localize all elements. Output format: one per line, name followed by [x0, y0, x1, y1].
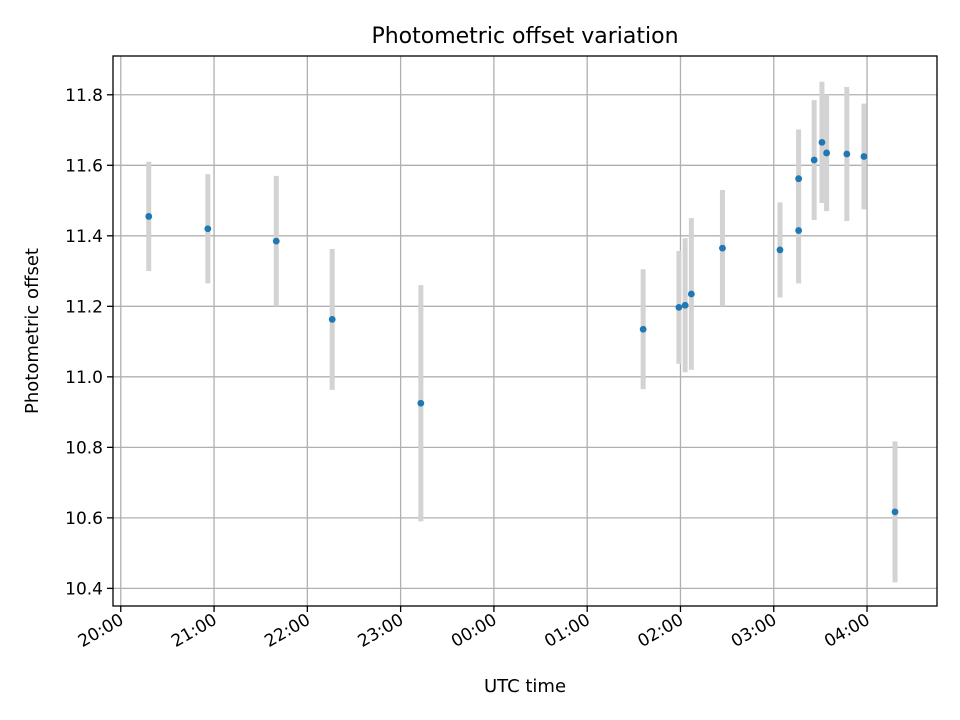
data-point — [795, 227, 803, 234]
data-point — [687, 290, 695, 298]
y-tick-label: 11.4 — [65, 227, 103, 247]
data-point — [639, 325, 647, 333]
data-point — [417, 399, 425, 407]
data-point — [675, 303, 683, 311]
data-point — [719, 244, 726, 252]
x-axis-label: UTC time — [484, 676, 566, 697]
data-point — [823, 149, 831, 157]
data-point — [681, 301, 689, 309]
y-tick-label: 10.6 — [65, 509, 103, 529]
data-point — [860, 153, 868, 160]
y-tick-label: 11.8 — [65, 86, 103, 106]
data-point — [272, 237, 280, 245]
point-layer — [145, 138, 899, 516]
data-point — [843, 150, 851, 158]
data-point — [204, 225, 212, 233]
plot-frame — [112, 55, 938, 607]
grid-layer — [113, 56, 937, 606]
chart-title: Photometric offset variation — [371, 24, 678, 49]
data-point — [810, 156, 818, 164]
data-point — [776, 246, 784, 254]
data-point — [795, 175, 803, 183]
data-point — [891, 508, 899, 516]
data-point — [145, 213, 153, 220]
y-tick-label: 10.8 — [65, 438, 103, 458]
data-point — [818, 138, 826, 146]
y-tick-label: 11.0 — [65, 368, 103, 388]
data-point — [328, 315, 336, 323]
y-tick-label: 10.4 — [65, 579, 103, 599]
y-tick-label: 11.2 — [65, 297, 103, 317]
y-axis-label: Photometric offset — [22, 248, 43, 414]
y-tick-label: 11.6 — [65, 156, 103, 176]
